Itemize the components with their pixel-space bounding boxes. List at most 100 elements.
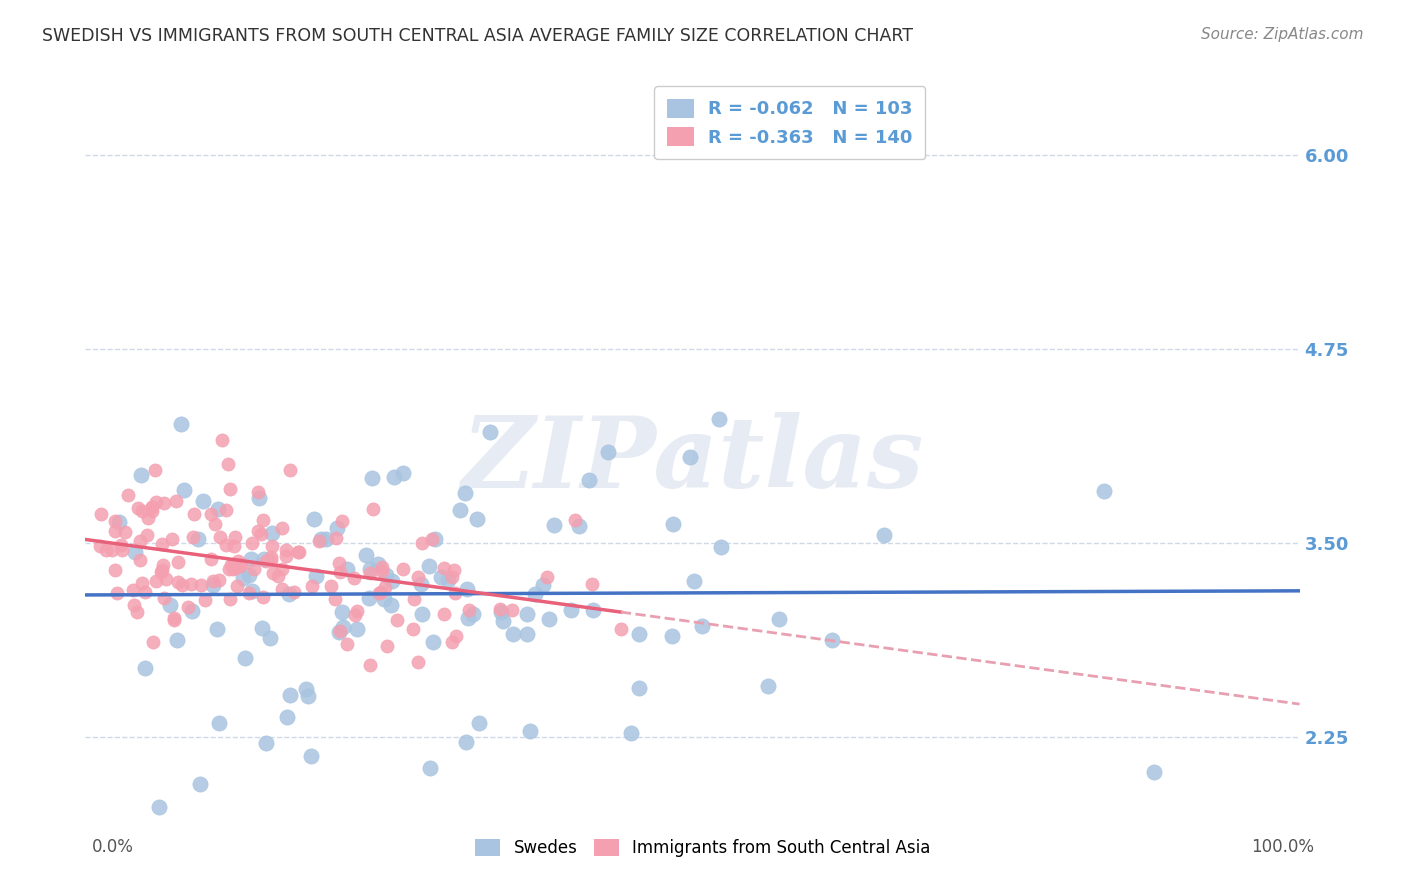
Point xyxy=(229,559,252,574)
Point xyxy=(135,528,157,542)
Point xyxy=(465,512,488,526)
Point xyxy=(391,562,413,576)
Point xyxy=(288,545,311,559)
Point xyxy=(280,688,302,702)
Point xyxy=(516,626,538,640)
Point xyxy=(564,513,586,527)
Point xyxy=(402,622,425,636)
Point xyxy=(194,593,217,607)
Point xyxy=(89,539,111,553)
Point xyxy=(211,434,233,448)
Point xyxy=(420,533,443,547)
Point xyxy=(301,579,323,593)
Point xyxy=(271,521,294,535)
Point xyxy=(536,570,558,584)
Point xyxy=(492,614,515,628)
Point xyxy=(502,627,524,641)
Point xyxy=(150,563,173,577)
Point xyxy=(1142,764,1164,779)
Point xyxy=(249,527,271,541)
Text: 0.0%: 0.0% xyxy=(91,838,134,855)
Point xyxy=(328,556,350,570)
Point xyxy=(343,607,366,622)
Point xyxy=(160,532,183,546)
Point xyxy=(371,564,394,578)
Point xyxy=(145,574,167,589)
Point xyxy=(276,710,298,724)
Point xyxy=(166,632,188,647)
Point xyxy=(326,521,349,535)
Point xyxy=(155,572,177,586)
Point xyxy=(516,607,538,621)
Point xyxy=(422,635,444,649)
Point xyxy=(243,561,266,575)
Point xyxy=(627,681,650,695)
Point xyxy=(131,576,153,591)
Point xyxy=(217,457,239,471)
Point xyxy=(433,607,456,621)
Point xyxy=(180,577,202,591)
Point xyxy=(375,639,398,653)
Point xyxy=(299,749,322,764)
Point xyxy=(117,488,139,502)
Point xyxy=(662,516,685,531)
Point xyxy=(468,716,491,731)
Point xyxy=(406,570,429,584)
Point xyxy=(821,633,844,648)
Point xyxy=(276,542,298,557)
Point xyxy=(374,580,396,594)
Point xyxy=(163,613,186,627)
Point xyxy=(628,627,651,641)
Point xyxy=(454,735,477,749)
Point xyxy=(380,598,402,612)
Point xyxy=(107,515,129,529)
Point xyxy=(330,606,353,620)
Point xyxy=(172,577,194,591)
Point xyxy=(418,559,440,574)
Point xyxy=(224,539,246,553)
Point xyxy=(679,450,702,465)
Point xyxy=(457,610,479,624)
Point xyxy=(181,530,204,544)
Point xyxy=(219,558,242,572)
Point xyxy=(260,552,283,566)
Point xyxy=(437,573,460,587)
Point xyxy=(153,495,176,509)
Point xyxy=(177,599,200,614)
Text: SWEDISH VS IMMIGRANTS FROM SOUTH CENTRAL ASIA AVERAGE FAMILY SIZE CORRELATION CH: SWEDISH VS IMMIGRANTS FROM SOUTH CENTRAL… xyxy=(42,27,912,45)
Point xyxy=(315,532,337,546)
Point xyxy=(560,603,582,617)
Text: Source: ZipAtlas.com: Source: ZipAtlas.com xyxy=(1201,27,1364,42)
Point xyxy=(454,485,477,500)
Point xyxy=(519,724,541,739)
Point xyxy=(259,631,281,645)
Point xyxy=(254,554,277,568)
Point xyxy=(145,495,167,509)
Point xyxy=(294,681,316,696)
Point xyxy=(531,578,554,592)
Point xyxy=(163,611,186,625)
Point xyxy=(581,577,603,591)
Point xyxy=(124,545,146,559)
Point xyxy=(479,425,502,440)
Point xyxy=(252,621,274,635)
Point xyxy=(283,585,305,599)
Point xyxy=(170,417,193,431)
Point xyxy=(114,524,136,539)
Point xyxy=(214,538,236,552)
Point xyxy=(419,761,441,775)
Point xyxy=(274,549,297,563)
Point xyxy=(343,571,366,585)
Point xyxy=(1092,484,1115,499)
Point xyxy=(387,613,409,627)
Point xyxy=(247,491,270,506)
Point xyxy=(218,592,240,607)
Point xyxy=(104,563,127,577)
Point xyxy=(332,620,354,634)
Point xyxy=(359,591,381,605)
Point xyxy=(208,573,231,587)
Point xyxy=(381,574,404,588)
Point xyxy=(215,503,238,517)
Point xyxy=(128,533,150,548)
Point xyxy=(610,622,633,636)
